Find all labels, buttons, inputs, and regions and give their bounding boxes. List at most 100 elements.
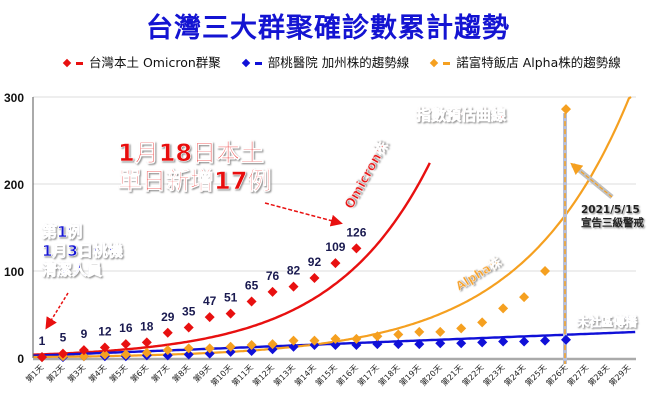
legend-item-california: 部桃醫院 加州株的趨勢線 <box>239 52 409 71</box>
data-point <box>225 346 236 357</box>
chart-legend: 台灣本土 Omicron群聚 部桃醫院 加州株的趨勢線 諾富特飯店 Alpha株… <box>60 52 656 71</box>
x-tick-label: 第16天 <box>334 362 360 388</box>
x-tick-label: 第29天 <box>607 362 633 388</box>
data-label: 65 <box>245 278 259 292</box>
data-point <box>204 348 215 359</box>
data-point <box>498 303 509 314</box>
x-tick-label: 第1天 <box>23 362 45 384</box>
data-point <box>414 339 425 350</box>
data-point <box>267 286 278 297</box>
x-tick-label: 第13天 <box>271 362 297 388</box>
data-point <box>183 343 194 354</box>
x-tick-label: 第8天 <box>170 362 192 384</box>
data-point <box>225 341 236 352</box>
data-point <box>78 351 89 362</box>
data-label: 47 <box>203 294 217 308</box>
data-point <box>372 339 383 350</box>
data-point <box>204 343 215 354</box>
data-point <box>561 334 571 345</box>
x-tick-label: 第7天 <box>149 362 171 384</box>
data-point <box>456 323 467 334</box>
data-point <box>477 317 488 328</box>
x-tick-label: 第6天 <box>128 362 150 384</box>
data-label: 18 <box>140 319 154 333</box>
data-point <box>78 345 89 356</box>
data-label: 92 <box>308 255 322 269</box>
orange-dash-icon <box>443 62 451 65</box>
data-label: 12 <box>98 325 112 339</box>
alert-annotation: 2021/5/15 <box>581 204 640 216</box>
data-point <box>225 308 236 319</box>
legend-item-omicron: 台灣本土 Omicron群聚 <box>60 52 221 71</box>
x-tick-label: 第15天 <box>313 362 339 388</box>
y-axis: 0 100 200 300 <box>4 91 34 366</box>
data-point <box>183 322 194 333</box>
data-point <box>267 339 278 350</box>
x-tick-label: 第10天 <box>208 362 234 388</box>
data-point <box>330 339 341 350</box>
data-point <box>456 338 467 349</box>
data-point <box>561 104 571 115</box>
data-point <box>540 335 551 346</box>
x-tick-label: 第5天 <box>107 362 129 384</box>
y-tick-label: 100 <box>4 265 24 279</box>
data-point <box>57 348 68 359</box>
data-points <box>37 104 571 363</box>
data-point <box>330 258 341 269</box>
legend-label: 台灣本土 Omicron群聚 <box>89 55 221 70</box>
x-tick-label: 第17天 <box>355 362 381 388</box>
data-point <box>435 326 446 337</box>
first-case-annotation: 第1例 <box>42 223 82 241</box>
x-tick-label: 第24天 <box>502 362 528 388</box>
data-point <box>309 335 320 346</box>
legend-label: 部桃醫院 加州株的趨勢線 <box>267 55 410 70</box>
data-point <box>435 338 446 349</box>
data-point <box>288 335 299 346</box>
data-point <box>141 337 152 348</box>
x-tick-label: 第12天 <box>250 362 276 388</box>
data-point <box>519 336 530 347</box>
data-point <box>288 341 299 352</box>
data-point <box>351 333 362 344</box>
data-point <box>246 296 257 307</box>
data-point <box>498 336 509 347</box>
data-point <box>120 339 131 350</box>
x-tick-label: 第20天 <box>418 362 444 388</box>
first-case-arrow <box>45 292 69 330</box>
data-label: 1 <box>39 334 46 348</box>
x-tick-label: 第28天 <box>586 362 612 388</box>
data-label: 76 <box>266 269 280 283</box>
exp-curve-label: 指數預估曲線 <box>416 106 506 124</box>
x-tick-label: 第22天 <box>460 362 486 388</box>
x-tick-label: 第27天 <box>565 362 591 388</box>
alert-annotation: 宣告三級警戒 <box>581 216 644 229</box>
x-tick-label: 第14天 <box>292 362 318 388</box>
data-point <box>393 339 404 350</box>
legend-label: 諾富特飯店 Alpha株的趨勢線 <box>456 55 621 70</box>
data-point <box>540 266 551 276</box>
x-tick-label: 第21天 <box>439 362 465 388</box>
data-point <box>351 339 362 350</box>
y-tick-label: 0 <box>17 352 24 366</box>
data-point <box>351 243 362 254</box>
data-point <box>519 292 530 303</box>
data-label: 82 <box>287 264 301 278</box>
alpha-trendline <box>33 96 632 359</box>
data-label: 51 <box>224 291 238 305</box>
y-tick-label: 300 <box>4 91 24 105</box>
alert-arrow <box>570 162 613 198</box>
data-point <box>162 327 173 338</box>
data-point <box>37 352 47 363</box>
data-point <box>267 344 278 355</box>
data-point <box>162 350 173 361</box>
y-tick-label: 200 <box>4 178 24 192</box>
data-point <box>99 342 110 353</box>
x-tick-label: 第23天 <box>481 362 507 388</box>
alpha-curve-label: Alpha株 <box>453 253 505 293</box>
data-point <box>246 346 257 357</box>
jan18-annotation: 1月18日本土 <box>118 139 264 167</box>
x-tick-label: 第11天 <box>229 362 255 388</box>
